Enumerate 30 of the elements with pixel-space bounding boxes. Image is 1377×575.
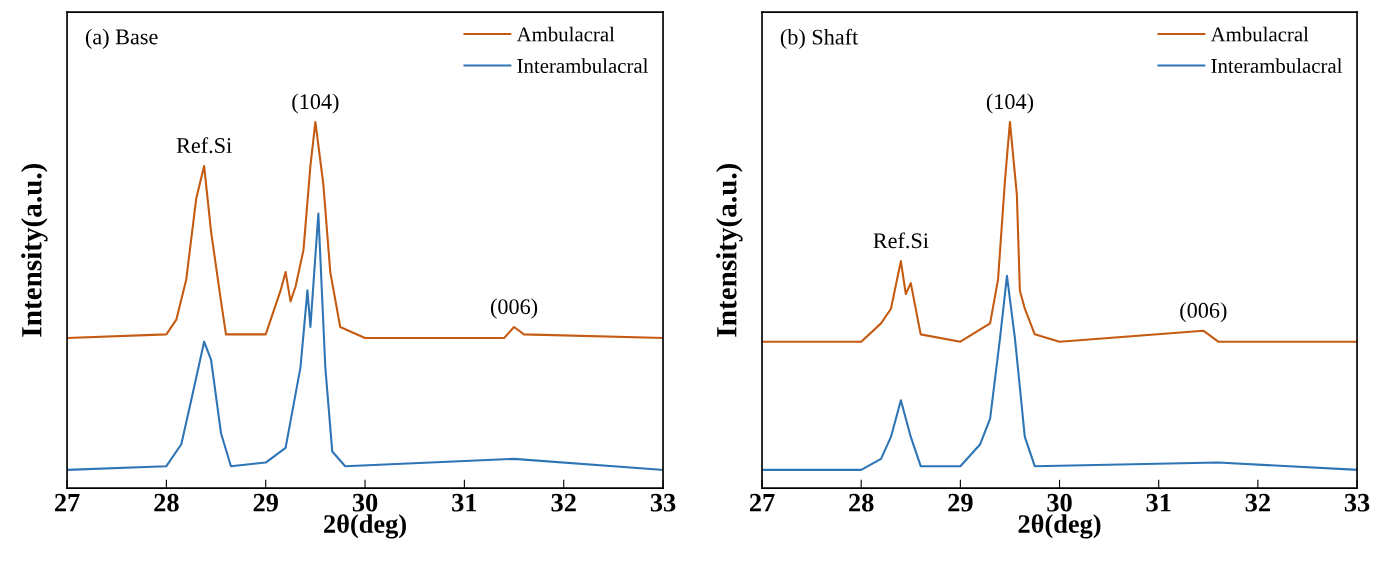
y-axis-title: Intensity(a.u.) (716, 163, 743, 337)
x-tick-label: 29 (253, 493, 278, 512)
x-axis-title: 2θ(deg) (324, 514, 406, 539)
x-tick-label: 28 (154, 493, 179, 512)
annotation: Ref.Si (176, 137, 232, 154)
x-tick-label: 30 (1047, 493, 1072, 512)
x-tick-label: 32 (551, 493, 576, 512)
legend-label: Ambulacral (516, 26, 615, 42)
annotation: (104) (986, 93, 1034, 114)
x-tick-label: 31 (452, 493, 477, 512)
text: (b) Shaft (780, 28, 859, 50)
legend-label: Interambulacral (517, 58, 649, 73)
x-tick-label: 33 (650, 493, 676, 512)
x-axis-title: 2θ(deg) (1018, 514, 1101, 539)
legend-label: Ambulacral (1210, 26, 1309, 42)
x-tick-label: 28 (849, 493, 874, 512)
x-tick-label: 29 (948, 493, 973, 512)
annotation: (104) (292, 93, 339, 114)
legend-label: Interambulacral (1211, 58, 1343, 73)
annotation: Ref.Si (873, 232, 929, 249)
x-tick-label: 27 (54, 493, 80, 512)
text: (a) Base (85, 28, 158, 49)
annotation: (006) (1180, 302, 1227, 323)
x-tick-label: 31 (1146, 493, 1171, 512)
x-tick-label: 27 (749, 493, 775, 512)
x-tick-label: 33 (1344, 493, 1370, 512)
x-tick-label: 30 (352, 493, 378, 512)
x-tick-label: 32 (1245, 493, 1270, 512)
y-axis-title: Intensity(a.u.) (21, 163, 48, 337)
annotation: (006) (490, 298, 538, 319)
